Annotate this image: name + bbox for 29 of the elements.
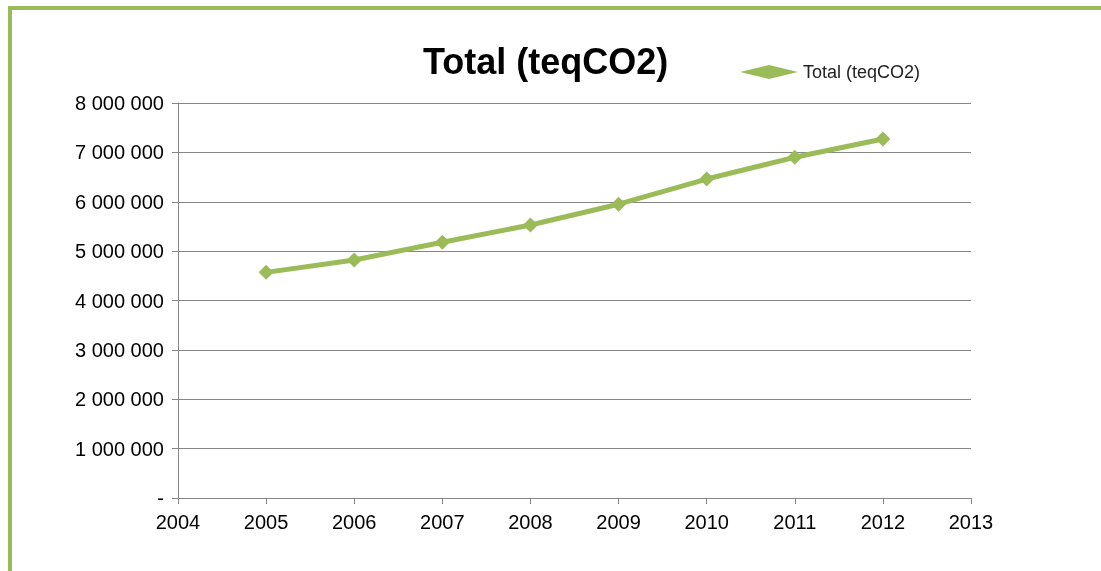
y-tick-label: 8 000 000 [75,92,164,114]
y-tick-label: 7 000 000 [75,141,164,164]
y-tick-label: 1 000 000 [75,437,164,460]
x-tick-label: 2012 [860,511,906,533]
point [346,252,362,268]
x-tick-label: 2004 [155,511,201,533]
point [522,217,538,233]
y-tick-label: 6 000 000 [75,190,164,213]
x-tick-label: 2013 [948,511,994,533]
point [611,196,627,212]
x-tick-label: 2009 [596,511,641,533]
x-tick-label: 2008 [508,511,553,533]
point [875,131,891,147]
point [699,171,715,187]
x-tick-label: 2007 [420,511,465,533]
x-tick-label: 2010 [684,511,729,533]
x-tick-label: 2005 [243,511,289,533]
x-tick-label: 2011 [773,511,817,533]
point [787,149,803,165]
point [258,264,274,280]
y-tick-label: - [157,487,164,509]
chart-title: Total (teqCO2) [423,40,669,82]
y-tick-label: 5 000 000 [75,240,164,263]
y-tick-label: 4 000 000 [75,289,164,312]
y-tick-label: 3 000 000 [75,338,164,361]
y-tick-label: 2 000 000 [75,388,164,411]
legend-label: Total (teqCO2) [803,62,921,82]
point [434,234,450,250]
x-tick-label: 2006 [331,511,377,533]
